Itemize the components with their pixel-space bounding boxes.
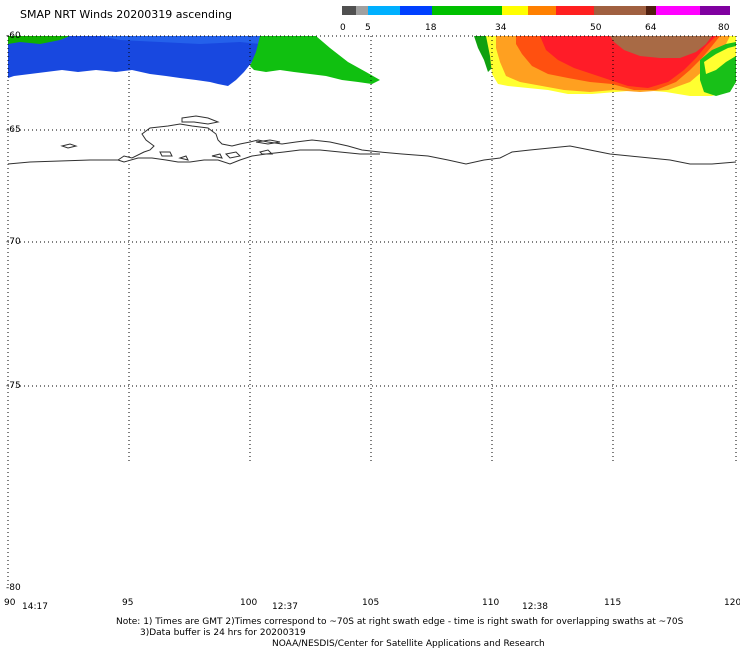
lon-label-115: 115 <box>604 598 621 608</box>
note-line-2: 3)Data buffer is 24 hrs for 20200319 <box>140 628 306 638</box>
colorbar-tick-18: 18 <box>425 23 437 33</box>
note-line-3: NOAA/NESDIS/Center for Satellite Applica… <box>272 639 545 649</box>
lat-label-80: -80 <box>6 583 21 593</box>
wind-swath-right <box>474 36 736 96</box>
map-title: SMAP NRT Winds 20200319 ascending <box>20 8 233 21</box>
antarctic-coastline <box>7 115 737 165</box>
colorbar-tick-34: 34 <box>495 23 507 33</box>
colorbar-tick-5: 5 <box>365 23 371 33</box>
colorbar-ticks: 0 5 18 34 50 64 80 <box>340 23 730 33</box>
lat-label-75: -75 <box>6 381 21 391</box>
longitude-labels: 90 95 100 105 110 115 120 <box>4 598 740 608</box>
wind-swath-left <box>8 36 380 86</box>
colorbar-tick-80: 80 <box>718 23 730 33</box>
lon-label-120: 120 <box>724 598 740 608</box>
lat-lon-grid <box>7 35 737 586</box>
swath-times: 14:17 12:37 12:38 <box>22 602 548 612</box>
swath-time-3: 12:38 <box>522 602 548 612</box>
lat-label-70: -70 <box>6 237 21 247</box>
colorbar-tick-50: 50 <box>590 23 602 33</box>
lat-label-60: -60 <box>6 31 21 41</box>
latitude-labels: -60 -65 -70 -75 -80 <box>6 31 21 593</box>
swath-time-2: 12:37 <box>272 602 298 612</box>
lon-label-100: 100 <box>240 598 257 608</box>
colorbar-tick-0: 0 <box>340 23 346 33</box>
note-line-1: Note: 1) Times are GMT 2)Times correspon… <box>116 617 684 627</box>
lat-label-65: -65 <box>6 125 21 135</box>
colorbar-tick-64: 64 <box>645 23 657 33</box>
lon-label-105: 105 <box>362 598 379 608</box>
colorbar <box>342 6 730 15</box>
swath-time-1: 14:17 <box>22 602 48 612</box>
lon-label-110: 110 <box>482 598 499 608</box>
lon-label-95: 95 <box>122 598 133 608</box>
lon-label-90: 90 <box>4 598 16 608</box>
